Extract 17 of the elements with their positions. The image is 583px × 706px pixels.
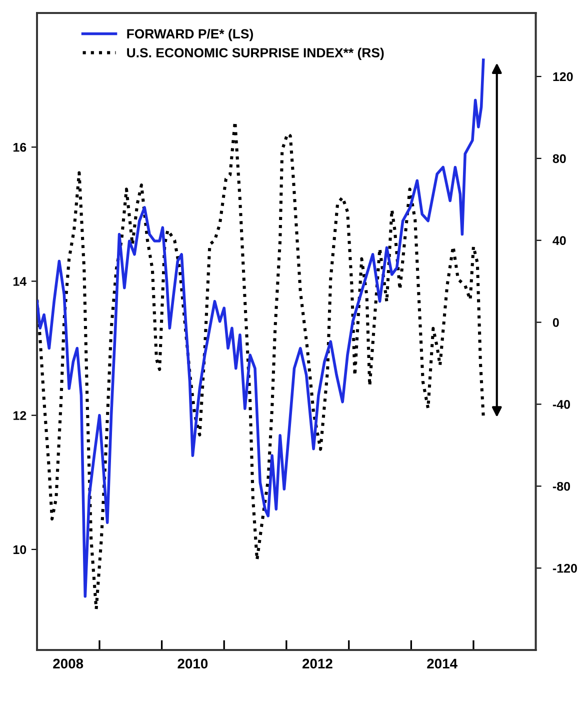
y2-tick-label: -80	[552, 482, 570, 491]
legend-label: U.S. ECONOMIC SURPRISE INDEX** (RS)	[127, 48, 384, 60]
x-tick-label: 2014	[427, 658, 458, 669]
y-tick-label: 16	[13, 142, 26, 152]
y2-tick-label: -40	[552, 400, 570, 409]
y-tick-label: 10	[13, 545, 26, 554]
x-tick-label: 2008	[53, 658, 84, 669]
y2-tick-label: 80	[552, 154, 566, 164]
x-tick-label: 2010	[178, 658, 208, 669]
y2-tick-label: 0	[552, 318, 559, 327]
y2-tick-label: 40	[552, 236, 566, 246]
y-tick-label: 12	[13, 411, 26, 420]
y-tick-label: 14	[13, 277, 27, 286]
legend-label: FORWARD P/E* (LS)	[127, 28, 253, 42]
y2-tick-label: -120	[552, 564, 577, 573]
x-tick-label: 2012	[302, 658, 332, 669]
y2-tick-label: 120	[553, 72, 573, 82]
